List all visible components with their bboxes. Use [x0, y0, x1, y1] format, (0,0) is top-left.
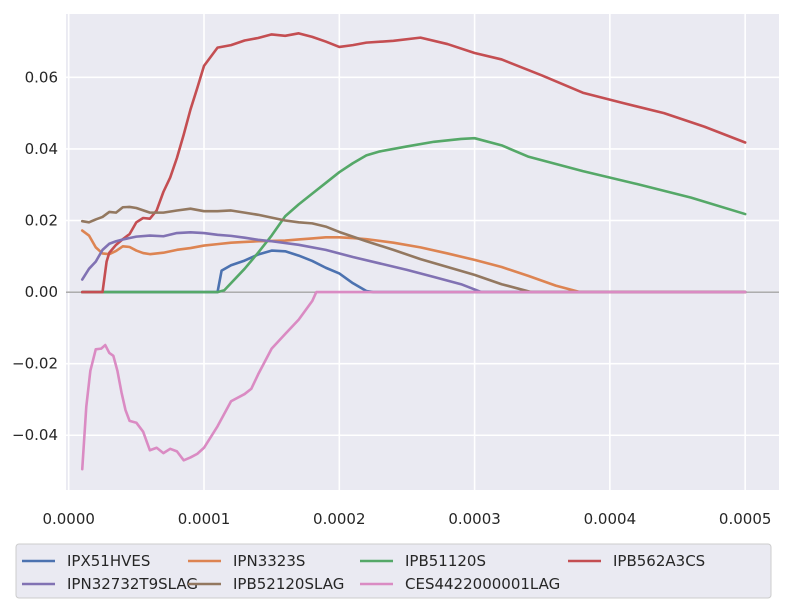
y-axis-ticks: −0.04 −0.02 0.00 0.02 0.04 0.06 [12, 68, 58, 444]
series-line-ces4422000001lag [80, 290, 747, 471]
plot-background [66, 14, 779, 490]
x-tick-label: 0.0001 [178, 510, 231, 528]
legend: IPX51HVES IPN3323S IPB51120S IPB562A3CS IPN3… [15, 543, 772, 599]
y-tick-label: 0.04 [25, 140, 58, 158]
x-tick-label: 0.0005 [719, 510, 772, 528]
legend-item: IPN32732T9SLAG [22, 575, 198, 593]
series-line-ipn32732t9slag [80, 231, 747, 294]
series-lines [80, 32, 747, 471]
legend-label: IPN32732T9SLAG [67, 575, 198, 593]
series-line-ipb52120slag [80, 205, 747, 294]
series-line-ipn3323s [80, 229, 747, 294]
legend-item: IPB562A3CS [568, 552, 705, 570]
legend-label: IPB562A3CS [613, 552, 705, 570]
legend-label: IPB52120SLAG [233, 575, 344, 593]
legend-item: IPB52120SLAG [188, 575, 344, 593]
legend-label: IPX51HVES [67, 552, 150, 570]
x-tick-label: 0.0004 [584, 510, 637, 528]
series-line-ipb562a3cs [80, 32, 747, 294]
legend-item: CES4422000001LAG [360, 575, 560, 593]
legend-label: IPN3323S [233, 552, 305, 570]
series-line-ipb51120s [80, 136, 747, 294]
legend-item: IPN3323S [188, 552, 305, 570]
y-tick-label: 0.00 [25, 283, 58, 301]
x-axis-ticks: 0.0000 0.0001 0.0002 0.0003 0.0004 0.0005 [42, 510, 771, 528]
y-tick-label: 0.02 [25, 212, 58, 230]
legend-label: IPB51120S [405, 552, 486, 570]
legend-label: CES4422000001LAG [405, 575, 560, 593]
y-tick-label: −0.04 [12, 426, 58, 444]
legend-item: IPB51120S [360, 552, 486, 570]
y-tick-label: −0.02 [12, 355, 58, 373]
series-line-ipx51hves [80, 249, 747, 294]
y-tick-label: 0.06 [25, 68, 58, 86]
x-tick-label: 0.0000 [42, 510, 95, 528]
x-tick-label: 0.0003 [448, 510, 501, 528]
x-tick-label: 0.0002 [313, 510, 366, 528]
legend-item: IPX51HVES [22, 552, 150, 570]
